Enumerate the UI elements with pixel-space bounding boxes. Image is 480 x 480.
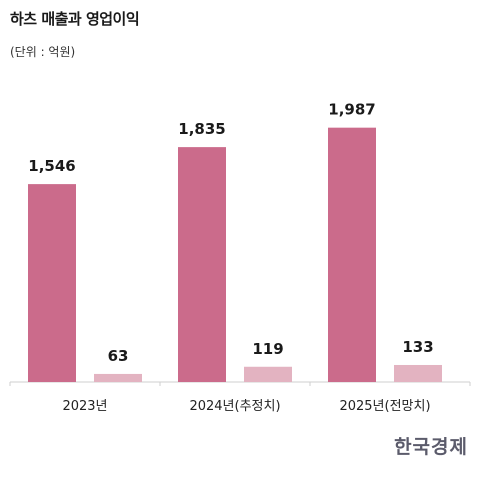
- revenue-value-label: 1,835: [178, 120, 225, 138]
- operating-profit-value-label: 119: [252, 340, 283, 358]
- operating-profit-bar: [244, 366, 292, 382]
- x-tick-label: 2024년(추정치): [189, 399, 280, 414]
- revenue-value-label: 1,987: [328, 101, 375, 119]
- revenue-value-label: 1,546: [28, 157, 75, 175]
- publisher-logo: 한국경제: [394, 436, 468, 458]
- operating-profit-value-label: 133: [402, 338, 433, 356]
- chart-title: 하츠 매출과 영업이익: [10, 10, 140, 28]
- revenue-bar: [28, 184, 76, 382]
- operating-profit-bar: [94, 373, 142, 382]
- x-tick-label: 2025년(전망치): [339, 399, 430, 414]
- unit-label: (단위 : 억원): [10, 45, 76, 59]
- x-tick-label: 2023년: [62, 399, 107, 414]
- revenue-bar: [178, 147, 226, 382]
- operating-profit-bar: [394, 364, 442, 382]
- operating-profit-value-label: 63: [108, 347, 129, 365]
- revenue-bar: [328, 127, 376, 382]
